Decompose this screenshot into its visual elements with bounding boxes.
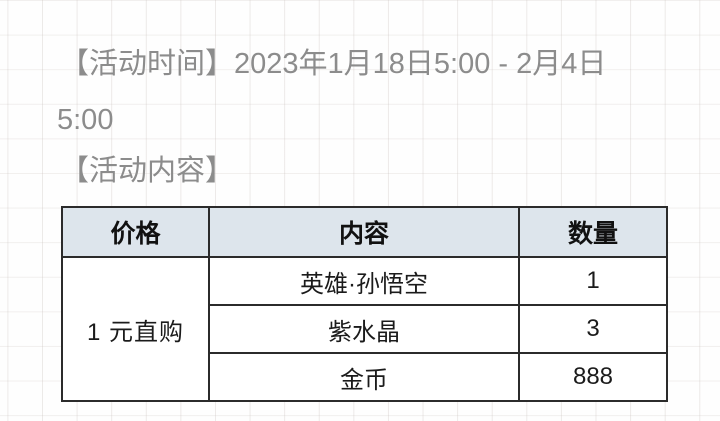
event-time-line-2: 5:00 xyxy=(57,104,114,136)
table-header-content: 内容 xyxy=(208,206,520,258)
table-cell-amount: 888 xyxy=(518,352,668,402)
table-row: 紫水晶 3 xyxy=(62,304,668,354)
table-header-price: 价格 xyxy=(61,206,210,258)
table-row: 1 元直购 英雄·孙悟空 1 xyxy=(61,256,668,402)
table-header-amount: 数量 xyxy=(518,206,668,258)
table-body: 1 元直购 英雄·孙悟空 1 紫水晶 3 金币 888 xyxy=(61,256,668,402)
event-reward-table: 价格 内容 数量 1 元直购 英雄·孙悟空 1 紫水晶 3 金币 888 xyxy=(61,206,668,402)
table-cell-item: 金币 xyxy=(208,352,520,402)
table-header-row: 价格 内容 数量 xyxy=(61,206,668,258)
table-header: 价格 内容 数量 xyxy=(61,206,668,258)
table-row: 金币 888 xyxy=(62,352,668,402)
table-cell-amount: 1 xyxy=(518,256,668,306)
table-cell-price-group: 1 元直购 xyxy=(61,256,210,402)
table-cell-item: 紫水晶 xyxy=(208,304,520,354)
event-time-line-1: 【活动时间】2023年1月18日5:00 - 2月4日 xyxy=(60,48,607,80)
table-cell-amount: 3 xyxy=(518,304,668,354)
table-cell-item: 英雄·孙悟空 xyxy=(208,256,520,306)
event-content-label: 【活动内容】 xyxy=(60,155,235,187)
